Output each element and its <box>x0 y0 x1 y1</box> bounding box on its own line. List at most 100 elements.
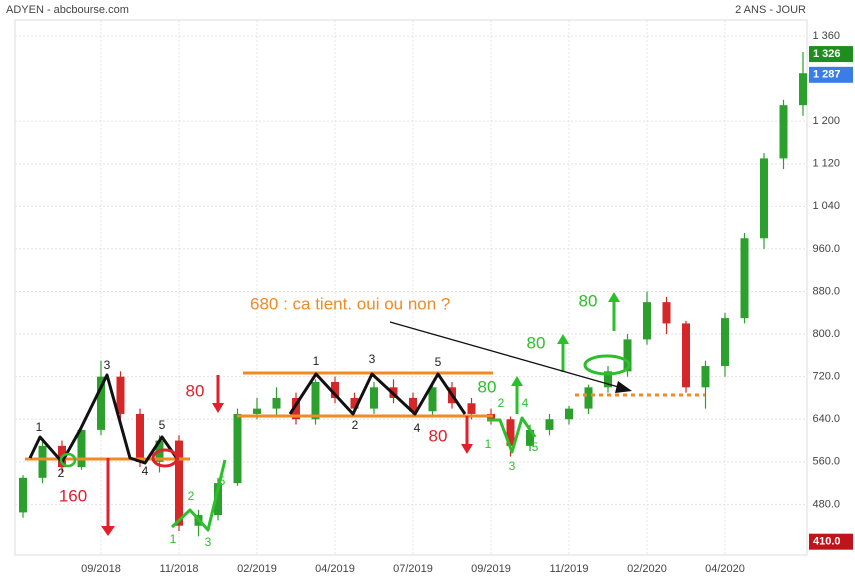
x-tick-label: 11/2019 <box>550 563 589 575</box>
annotation: 1 <box>485 437 492 451</box>
annotation: 2 <box>58 466 65 480</box>
annotation: 80 <box>527 333 546 352</box>
candle-body <box>292 397 300 420</box>
price-tag-label: 1 287 <box>813 69 841 81</box>
candle-body <box>467 403 476 414</box>
annotation: 4 <box>522 396 529 410</box>
annotation: 4 <box>414 421 421 435</box>
y-tick-label: 480.0 <box>812 498 840 510</box>
arrow-head <box>608 292 620 302</box>
candle-body <box>350 397 359 409</box>
candle-body <box>77 429 86 468</box>
candle-body <box>662 302 671 324</box>
circle-marker <box>59 452 77 468</box>
candle-body <box>233 413 242 484</box>
candle-body <box>721 318 729 367</box>
candle-body <box>253 408 261 414</box>
y-tick-label: 640.0 <box>812 413 840 425</box>
candle-body <box>272 397 281 409</box>
x-tick-label: 09/2019 <box>471 563 511 575</box>
annotation: 2 <box>352 418 359 432</box>
candle-body <box>506 419 515 446</box>
annotation: 3 <box>369 352 376 366</box>
candle-body <box>779 105 788 159</box>
y-tick-label: 800.0 <box>812 328 840 340</box>
arrow-head <box>557 334 569 344</box>
y-tick-label: 720.0 <box>812 371 840 383</box>
y-tick-label: 1 040 <box>812 200 840 212</box>
arrow-head <box>511 376 523 386</box>
arrow-head <box>461 444 473 454</box>
candle-body <box>136 413 144 462</box>
annotation: 1 <box>36 420 43 434</box>
candle-body <box>740 238 749 319</box>
x-tick-label: 04/2019 <box>315 563 355 575</box>
x-tick-label: 09/2018 <box>81 563 121 575</box>
candle-body <box>331 381 339 398</box>
candle-body <box>19 477 27 513</box>
price-tag-label: 410.0 <box>813 536 841 548</box>
annotation: 5 <box>219 474 226 488</box>
arrow-head <box>615 381 632 393</box>
chart-subtitle: 2 ANS - JOUR <box>735 4 806 16</box>
annotation: 5 <box>435 355 442 369</box>
circle-marker <box>583 354 631 376</box>
annotation: 5 <box>532 440 539 454</box>
arrow-head <box>212 403 224 413</box>
candle-body <box>545 419 554 430</box>
price-tag <box>809 533 853 550</box>
price-tag <box>809 66 853 83</box>
candle-body <box>526 429 534 446</box>
candle-body <box>97 376 105 430</box>
x-tick-label: 07/2019 <box>393 563 433 575</box>
drawings <box>25 292 705 536</box>
annotation: 2 <box>188 489 195 503</box>
candle-body <box>623 339 632 372</box>
y-tick-label: 880.0 <box>812 285 840 297</box>
y-tick-label: 560.0 <box>812 456 840 468</box>
candle-body <box>116 376 125 414</box>
grid: 1 360 1 200 1 120 1 040 960.0 880.0 800.0 720.0… <box>15 20 840 575</box>
x-tick-label: 02/2020 <box>627 563 667 575</box>
arrow-head <box>101 526 115 536</box>
annotations: 680 : ca tient. oui ou non ? 160 80 80 80 80 8… <box>36 291 598 549</box>
annotation: 1 <box>170 532 177 546</box>
annotation: 1 <box>313 354 320 368</box>
candle-body <box>760 158 768 239</box>
chart-title: ADYEN - abcbourse.com <box>6 4 129 16</box>
plot-frame <box>14 19 808 556</box>
candle-body <box>701 366 710 388</box>
price-tag <box>809 46 853 63</box>
candle-body <box>604 371 612 388</box>
pointer-line <box>389 321 623 389</box>
candles <box>19 51 807 537</box>
circle-marker <box>151 448 179 468</box>
y-tick-label: 1 200 <box>812 115 840 127</box>
annotation: 3 <box>205 535 212 549</box>
candle-body <box>799 73 807 106</box>
y-tick-label: 960.0 <box>812 243 840 255</box>
x-tick-label: 11/2018 <box>160 563 199 575</box>
candle-body <box>643 302 651 340</box>
candle-body <box>409 397 417 412</box>
annotation: 80 <box>429 426 448 445</box>
annotation: 4 <box>142 464 149 478</box>
candle-body <box>214 483 222 516</box>
annotation: 5 <box>159 418 166 432</box>
annotation: 80 <box>478 377 497 396</box>
candle-body <box>38 445 47 478</box>
annotation: 680 : ca tient. oui ou non ? <box>250 294 450 313</box>
annotation: 3 <box>509 459 516 473</box>
wave-zigzag <box>487 416 537 454</box>
y-tick-label: 1 120 <box>812 158 840 170</box>
x-tick-label: 02/2019 <box>237 563 277 575</box>
annotation: 80 <box>579 291 598 310</box>
candle-body <box>428 387 437 412</box>
pattern-zigzag <box>28 373 180 465</box>
candle-body <box>311 381 320 420</box>
x-tick-label: 04/2020 <box>705 563 745 575</box>
price-tag-label: 1 326 <box>813 48 841 60</box>
candle-body <box>565 408 573 420</box>
